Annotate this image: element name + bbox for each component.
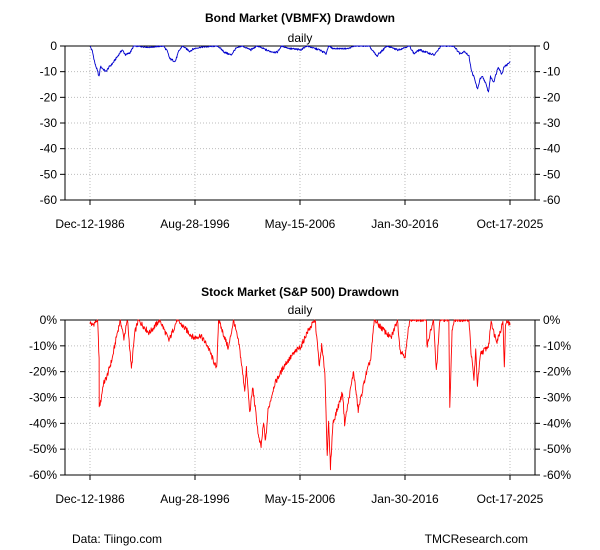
chart2-y-tick-label-left: -20%: [29, 365, 57, 379]
chart1-y-tick-label-right: -30: [543, 116, 561, 130]
chart2-y-tick-label-left: -30%: [29, 391, 57, 405]
chart2-y-tick-label-right: -20%: [543, 365, 571, 379]
data-source-label: Data: Tiingo.com: [72, 532, 163, 546]
chart1-y-tick-label-left: -30: [40, 116, 58, 130]
chart2-y-tick-label-left: -50%: [29, 442, 57, 456]
chart1-y-tick-label-right: -10: [543, 65, 561, 79]
chart2-x-tick-label: May-15-2006: [265, 492, 336, 506]
chart2-y-tick-label-left: -40%: [29, 416, 57, 430]
chart2-y-tick-label-right: -30%: [543, 391, 571, 405]
chart1-x-tick-label: May-15-2006: [265, 217, 336, 231]
chart2-x-tick-label: Jan-30-2016: [371, 492, 439, 506]
chart2-y-tick-label-left: 0%: [40, 313, 58, 327]
brand-label: TMCResearch.com: [424, 532, 528, 546]
chart2-y-tick-label-right: 0%: [543, 313, 561, 327]
chart2-y-tick-label-right: -60%: [543, 468, 571, 482]
chart1-y-tick-label-right: -60: [543, 193, 561, 207]
chart1-x-tick-label: Dec-12-1986: [55, 217, 125, 231]
chart1-y-tick-label-left: -50: [40, 167, 58, 181]
chart2-x-tick-label: Aug-28-1996: [160, 492, 230, 506]
chart1-y-tick-label-left: -40: [40, 142, 58, 156]
chart2-subtitle: daily: [288, 303, 313, 317]
chart1-x-tick-label: Jan-30-2016: [371, 217, 439, 231]
chart1-y-tick-label-left: 0: [50, 39, 57, 53]
chart1-y-tick-label-right: -50: [543, 167, 561, 181]
chart1-y-tick-label-right: -20: [543, 90, 561, 104]
chart1-plot-frame: [64, 45, 536, 201]
chart2-plot-frame: [64, 319, 536, 476]
chart2-y-tick-label-right: -10%: [543, 339, 571, 353]
chart1-y-tick-label-left: -60: [40, 193, 58, 207]
chart1-y-tick-label-left: -10: [40, 65, 58, 79]
chart1-y-tick-label-right: -40: [543, 142, 561, 156]
chart2-y-tick-label-left: -60%: [29, 468, 57, 482]
chart2-y-tick-label-right: -50%: [543, 442, 571, 456]
chart1-x-tick-label: Oct-17-2025: [477, 217, 544, 231]
chart1-title: Bond Market (VBMFX) Drawdown: [205, 11, 395, 25]
chart2-title: Stock Market (S&P 500) Drawdown: [201, 285, 399, 299]
chart2-y-tick-label-left: -10%: [29, 339, 57, 353]
chart1-y-tick-label-left: -20: [40, 90, 58, 104]
chart2-x-tick-label: Oct-17-2025: [477, 492, 544, 506]
chart1-series-line-0: [89, 45, 511, 93]
chart2-x-tick-label: Dec-12-1986: [55, 492, 125, 506]
chart1-x-tick-label: Aug-28-1996: [160, 217, 230, 231]
chart1-y-tick-label-right: 0: [543, 39, 550, 53]
chart1-subtitle: daily: [288, 31, 313, 45]
chart2-series-line-0: [89, 319, 511, 471]
chart2-y-tick-label-right: -40%: [543, 416, 571, 430]
